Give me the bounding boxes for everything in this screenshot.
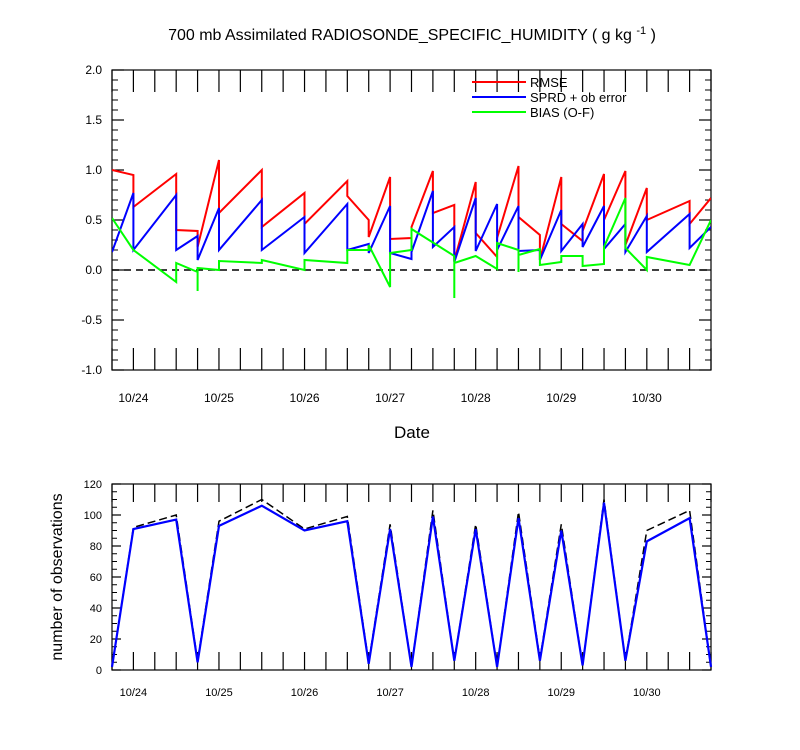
- y-tick-label: 60: [90, 572, 102, 584]
- series-line-assimilated: [110, 502, 713, 668]
- x-tick-label: 10/29: [546, 391, 576, 405]
- x-tick-label: 10/30: [632, 391, 662, 405]
- x-tick-label: 10/27: [376, 687, 404, 699]
- legend-label: SPRD + ob error: [530, 90, 627, 105]
- y-tick-label: 0.5: [85, 213, 102, 227]
- x-tick-label: 10/26: [290, 391, 320, 405]
- x-tick-label: 10/27: [375, 391, 405, 405]
- x-tick-label: 10/29: [547, 687, 575, 699]
- y-tick-label: 2.0: [85, 63, 102, 77]
- x-tick-label: 10/24: [118, 391, 148, 405]
- series-line-rmse: [112, 159, 711, 262]
- y-tick-label: 120: [84, 479, 102, 491]
- x-tick-label: 10/24: [120, 687, 148, 699]
- y-tick-label: 40: [90, 603, 102, 615]
- x-axis-label: Date: [394, 423, 430, 442]
- y-axis-label: number of observations: [49, 493, 66, 660]
- plot-frame: [111, 69, 712, 371]
- y-tick-label: 100: [84, 510, 102, 522]
- bottom-chart: 10/24 10/25 10/26 10/27 10/28 10/29 10/30 0 20 40…: [49, 479, 713, 699]
- y-tick-label: -0.5: [81, 313, 102, 327]
- series-line-sprd-ob-error: [112, 190, 711, 263]
- x-tick-label: 10/26: [291, 687, 319, 699]
- y-tick-label: 80: [90, 541, 102, 553]
- y-tick-label: 0: [96, 665, 102, 677]
- chart-title-suffix: ): [646, 27, 656, 44]
- chart-title: 700 mb Assimilated RADIOSONDE_SPECIFIC_H…: [168, 25, 656, 44]
- top-chart: 10/24 10/25 10/26 10/27 10/28 10/29 10/30 -1.0 -…: [81, 25, 712, 442]
- series-line-bias-o-f-: [112, 197, 711, 298]
- y-tick-label: 20: [90, 634, 102, 646]
- y-tick-label: 0.0: [85, 263, 102, 277]
- y-tick-label: -1.0: [81, 363, 102, 377]
- x-tick-label: 10/28: [461, 391, 491, 405]
- x-tick-label: 10/25: [204, 391, 234, 405]
- chart-title-main: 700 mb Assimilated RADIOSONDE_SPECIFIC_H…: [168, 27, 636, 44]
- chart-title-superscript: -1: [636, 25, 646, 37]
- legend-label: BIAS (O-F): [530, 105, 594, 120]
- y-tick-label: 1.0: [85, 163, 102, 177]
- x-tick-label: 10/25: [205, 687, 233, 699]
- legend-label: RMSE: [530, 75, 568, 90]
- x-tick-label: 10/28: [462, 687, 490, 699]
- x-tick-label: 10/30: [633, 687, 661, 699]
- y-tick-label: 1.5: [85, 113, 102, 127]
